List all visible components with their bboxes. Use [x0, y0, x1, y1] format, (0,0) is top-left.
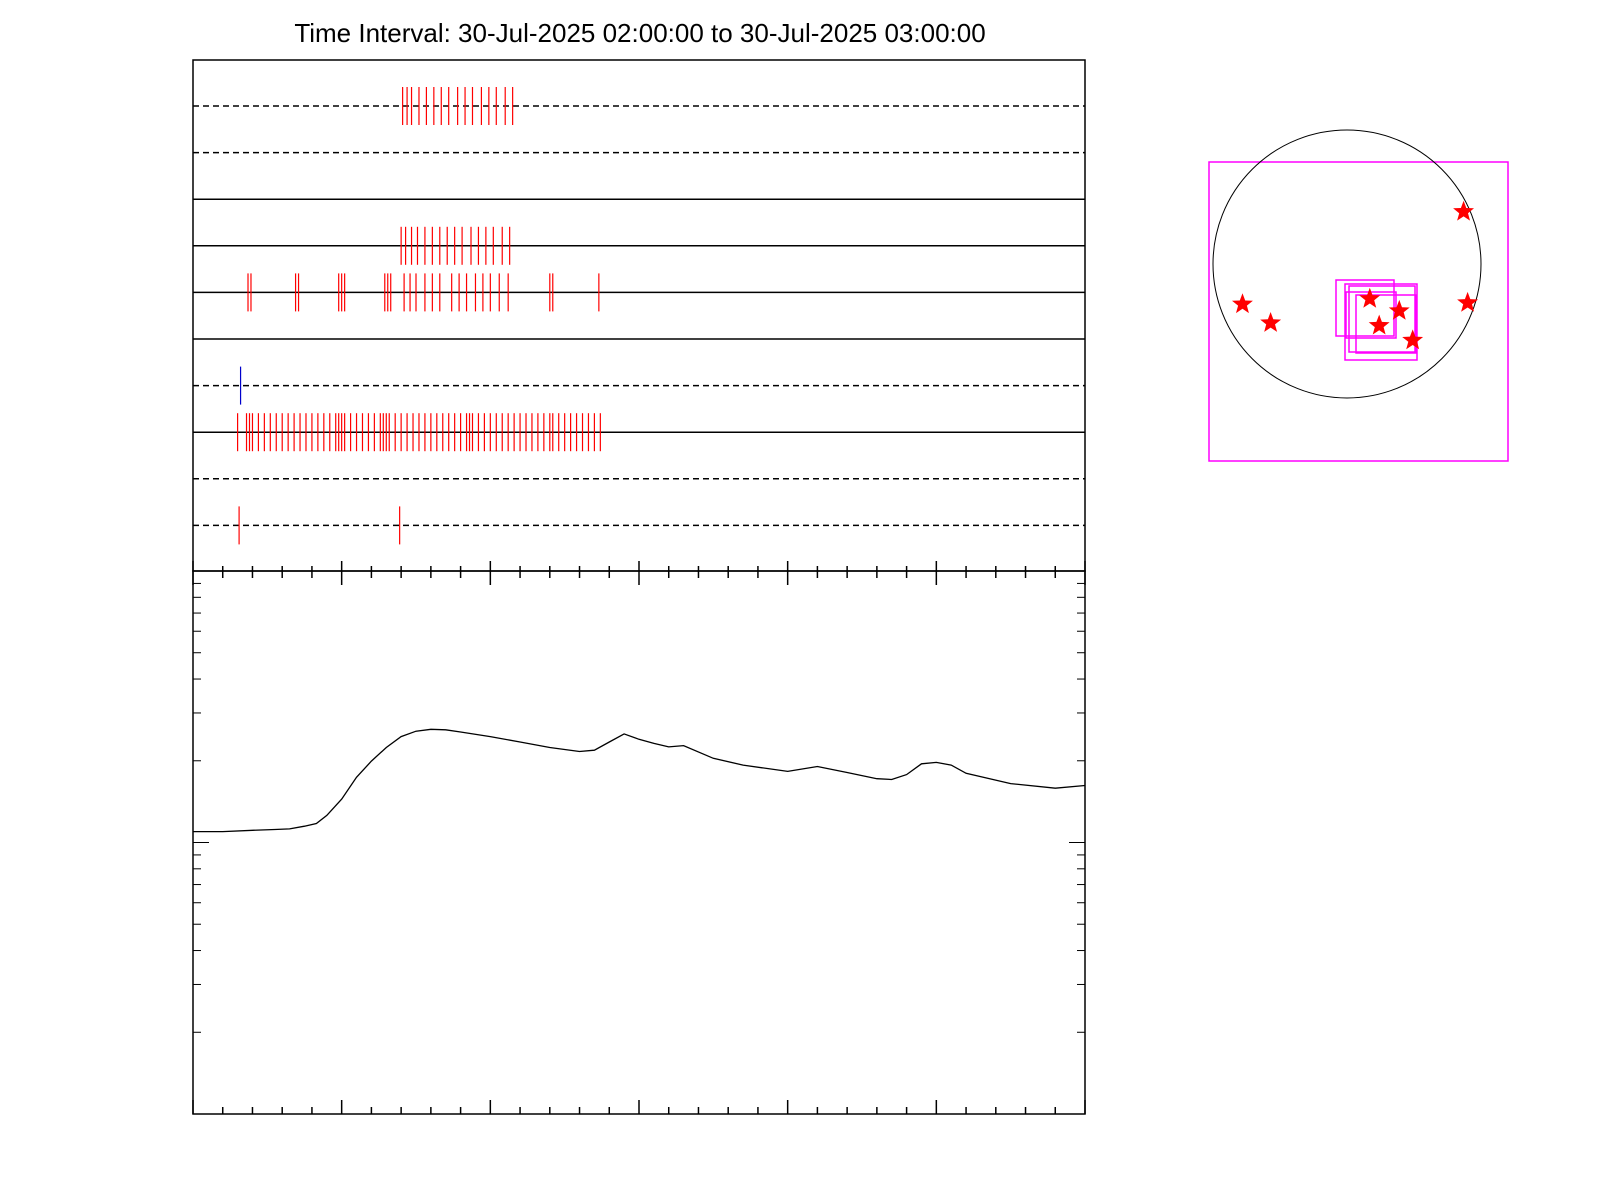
- goes-flux-line: [193, 728, 1086, 833]
- field-of-view-box: [1208, 161, 1509, 462]
- active-region-star: [1232, 293, 1253, 314]
- solar-disk-outline: [1212, 129, 1482, 399]
- active-region-box: [1355, 294, 1417, 354]
- solar-disk-panel: [1208, 129, 1509, 462]
- active-region-box: [1344, 283, 1418, 361]
- goes-frame: [192, 570, 1086, 1115]
- active-region-box: [1348, 285, 1416, 353]
- active-region-star: [1457, 291, 1479, 312]
- active-region-star: [1402, 329, 1424, 350]
- active-region-star: [1359, 287, 1381, 308]
- timeline-frame: [192, 59, 1086, 572]
- chart-title: Time Interval: 30-Jul-2025 02:00:00 to 3…: [294, 18, 985, 48]
- active-region-star: [1453, 200, 1474, 221]
- active-region-star: [1388, 299, 1410, 320]
- active-region-star: [1368, 314, 1390, 335]
- active-region-star: [1260, 312, 1282, 332]
- goes-flux-panel: [192, 570, 1086, 1115]
- timeline-panel: [192, 59, 1086, 572]
